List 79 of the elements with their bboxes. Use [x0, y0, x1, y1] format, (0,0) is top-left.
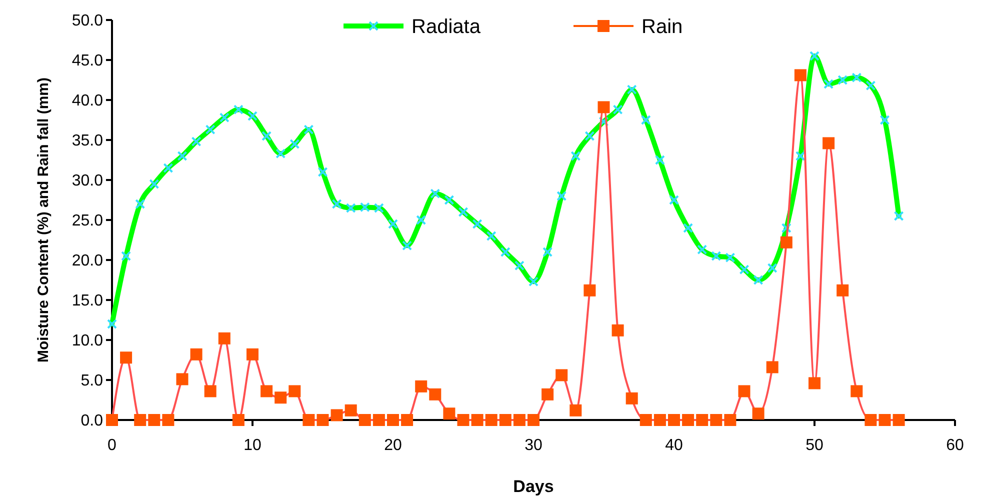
point — [556, 369, 568, 382]
y-tick-label: 50.0 — [72, 12, 104, 30]
point — [654, 414, 666, 426]
legend-label: Radiata — [412, 16, 482, 38]
y-tick-label: 5.0 — [80, 372, 104, 390]
legend-label: Rain — [642, 16, 683, 38]
y-axis-title: Moisture Content (%) and Rain fall (mm) — [35, 77, 52, 362]
point — [668, 414, 680, 426]
y-tick-label: 30.0 — [72, 172, 104, 190]
point — [696, 414, 708, 426]
point — [640, 414, 652, 426]
point — [766, 361, 778, 374]
point — [246, 348, 258, 360]
y-tick-label: 45.0 — [72, 52, 104, 70]
point — [780, 236, 792, 248]
point — [120, 352, 132, 364]
y-tick-label: 15.0 — [72, 292, 104, 310]
point — [822, 137, 835, 150]
point — [471, 414, 484, 426]
point — [528, 414, 540, 426]
point — [429, 388, 442, 400]
x-tick-label: 10 — [244, 437, 262, 454]
y-tick-label: 10.0 — [72, 332, 104, 350]
point — [542, 388, 554, 400]
point — [302, 414, 315, 426]
point — [372, 414, 385, 426]
point — [106, 414, 118, 426]
x-tick-label: 30 — [524, 437, 542, 454]
point — [330, 409, 343, 422]
y-tick-label: 0.0 — [80, 412, 104, 430]
x-tick-label: 20 — [384, 437, 402, 454]
point — [738, 385, 750, 398]
point — [724, 414, 736, 426]
point — [232, 414, 244, 426]
y-tick-label: 25.0 — [72, 212, 104, 230]
point — [626, 392, 638, 404]
point — [387, 414, 399, 426]
point — [808, 377, 820, 390]
point — [485, 414, 498, 426]
point — [752, 408, 764, 420]
point — [598, 101, 610, 114]
x-tick-label: 50 — [806, 437, 824, 454]
x-axis-title: Days — [513, 477, 554, 496]
point — [218, 332, 230, 344]
point — [513, 414, 526, 426]
point — [443, 408, 456, 420]
point — [682, 414, 694, 426]
point — [415, 380, 428, 392]
point — [584, 284, 596, 296]
x-tick-label: 60 — [946, 437, 964, 454]
point — [892, 414, 905, 426]
y-tick-label: 20.0 — [72, 252, 104, 270]
x-tick-label: 0 — [108, 437, 117, 454]
point — [204, 385, 216, 398]
point — [176, 373, 188, 386]
point — [850, 385, 863, 398]
point — [878, 414, 891, 426]
point — [358, 414, 371, 426]
point — [316, 414, 329, 426]
point — [288, 385, 301, 398]
point — [190, 348, 202, 360]
point — [162, 414, 174, 426]
point — [344, 404, 357, 416]
point — [794, 69, 806, 82]
point — [864, 414, 877, 426]
point — [401, 414, 414, 426]
point — [836, 284, 849, 296]
point — [612, 324, 624, 336]
y-tick-label: 40.0 — [72, 92, 104, 110]
point — [499, 414, 512, 426]
point — [148, 414, 160, 426]
point — [710, 414, 722, 426]
point — [260, 385, 273, 398]
x-tick-label: 40 — [665, 437, 683, 454]
point — [274, 392, 287, 404]
point — [570, 404, 582, 416]
point — [457, 414, 470, 426]
y-tick-label: 35.0 — [72, 132, 104, 150]
point — [134, 414, 146, 426]
